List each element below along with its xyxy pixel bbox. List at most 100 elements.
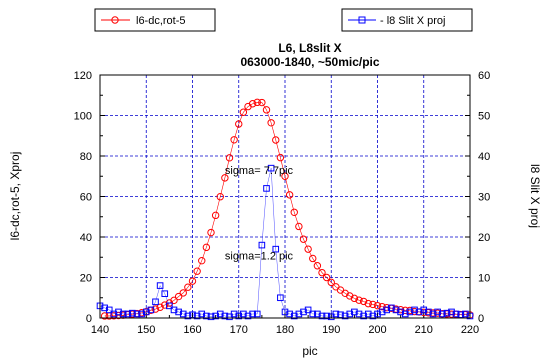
data-point-circle — [346, 292, 354, 300]
series-l8-slit-x-proj — [96, 164, 474, 321]
data-point-square — [142, 308, 150, 316]
data-point-square — [290, 312, 298, 320]
data-point-square — [295, 310, 303, 318]
data-point-square — [286, 310, 293, 318]
data-point-circle — [211, 211, 220, 220]
data-point-circle — [170, 296, 178, 305]
data-point-circle — [161, 301, 169, 309]
data-point-square — [203, 312, 210, 320]
data-point-square — [221, 312, 229, 320]
data-point-square — [249, 310, 256, 318]
y-right-tick-label: 50 — [478, 111, 490, 123]
data-point-circle — [369, 300, 377, 309]
data-point-square — [462, 310, 469, 318]
grid — [100, 75, 470, 318]
y-left-tick-label: 0 — [86, 313, 92, 325]
data-point-square — [438, 310, 446, 318]
data-point-circle — [364, 299, 372, 308]
chart-title: L6, L8slit X — [278, 41, 341, 55]
data-point-square — [115, 308, 122, 316]
x-tick-label: 190 — [322, 324, 340, 336]
data-point-square — [429, 310, 437, 318]
data-point-square — [448, 308, 455, 316]
data-point-circle — [401, 306, 409, 315]
data-point-square — [346, 310, 354, 318]
data-point-circle — [151, 305, 160, 313]
data-point-square — [147, 306, 155, 314]
data-point-circle — [276, 153, 285, 162]
data-point-square — [138, 310, 145, 318]
data-point-circle — [156, 303, 164, 311]
data-point-circle — [248, 100, 257, 108]
data-point-square — [230, 310, 238, 318]
legend-box-series-2 — [341, 8, 473, 32]
annotations: sigma= 7.7pic sigma=1.2 pic — [225, 165, 294, 262]
data-point-circle — [318, 268, 326, 277]
data-point-square — [119, 310, 127, 318]
data-point-square — [420, 306, 428, 314]
data-point-square — [397, 308, 404, 316]
legend: l6-dc,rot-5 - l8 Slit X proj — [94, 8, 473, 32]
data-point-square — [318, 312, 326, 320]
y-right-tick-label: 0 — [478, 313, 484, 325]
data-point-circle — [253, 98, 261, 107]
data-point-circle — [221, 174, 229, 182]
data-point-square — [309, 310, 317, 318]
data-point-square — [184, 312, 192, 320]
data-point-square — [378, 308, 386, 316]
data-point-square — [133, 310, 141, 318]
data-point-circle — [267, 119, 275, 127]
data-point-square — [277, 294, 284, 302]
data-point-circle — [322, 273, 331, 282]
data-point-square — [216, 310, 224, 318]
data-point-circle — [359, 297, 368, 306]
data-point-square — [263, 185, 270, 192]
legend-label-series-2: - l8 Slit X proj — [380, 15, 445, 27]
data-point-circle — [355, 296, 363, 304]
data-point-square — [105, 306, 113, 314]
data-point-square — [411, 306, 418, 314]
y-right-tick-label: 10 — [478, 273, 490, 285]
data-point-square — [156, 282, 164, 289]
data-point-square — [161, 290, 169, 297]
data-point-square — [212, 312, 219, 320]
data-point-circle — [193, 267, 201, 275]
annotation-text: sigma=1.2 pic — [225, 250, 294, 262]
data-point-square — [240, 310, 247, 318]
y-axis-right-label: l8 Slit X proj — [528, 164, 542, 228]
x-tick-label: 150 — [137, 324, 155, 336]
data-point-square — [101, 304, 108, 312]
y-left-tick-label: 60 — [80, 192, 92, 204]
y-left-tick-label: 40 — [80, 232, 92, 244]
y-right-tick-label: 20 — [478, 232, 490, 244]
legend-marker-series-2 — [358, 16, 366, 24]
legend-marker-series-1 — [111, 16, 119, 24]
data-point-square — [364, 310, 372, 318]
data-point-circle — [285, 191, 294, 199]
data-point-circle — [239, 108, 248, 116]
data-point-circle — [225, 154, 234, 162]
data-point-square — [170, 306, 178, 314]
x-tick-label: 200 — [368, 324, 386, 336]
data-point-square — [392, 306, 400, 314]
data-point-circle — [299, 235, 308, 243]
data-point-circle — [262, 106, 271, 114]
data-point-square — [124, 310, 132, 318]
data-point-circle — [188, 277, 197, 285]
data-point-square — [300, 308, 307, 316]
data-point-square — [388, 304, 395, 312]
data-point-circle — [350, 294, 359, 303]
data-point-square — [415, 308, 423, 316]
data-point-square — [323, 312, 330, 320]
data-point-circle — [207, 228, 215, 237]
data-point-square — [110, 310, 118, 318]
data-point-square — [434, 308, 441, 316]
data-point-circle — [281, 172, 289, 180]
data-point-circle — [235, 120, 243, 128]
data-point-square — [258, 241, 266, 249]
data-point-circle — [373, 301, 382, 310]
data-point-square — [175, 308, 182, 316]
data-point-circle — [174, 292, 183, 301]
data-point-circle — [313, 262, 322, 270]
